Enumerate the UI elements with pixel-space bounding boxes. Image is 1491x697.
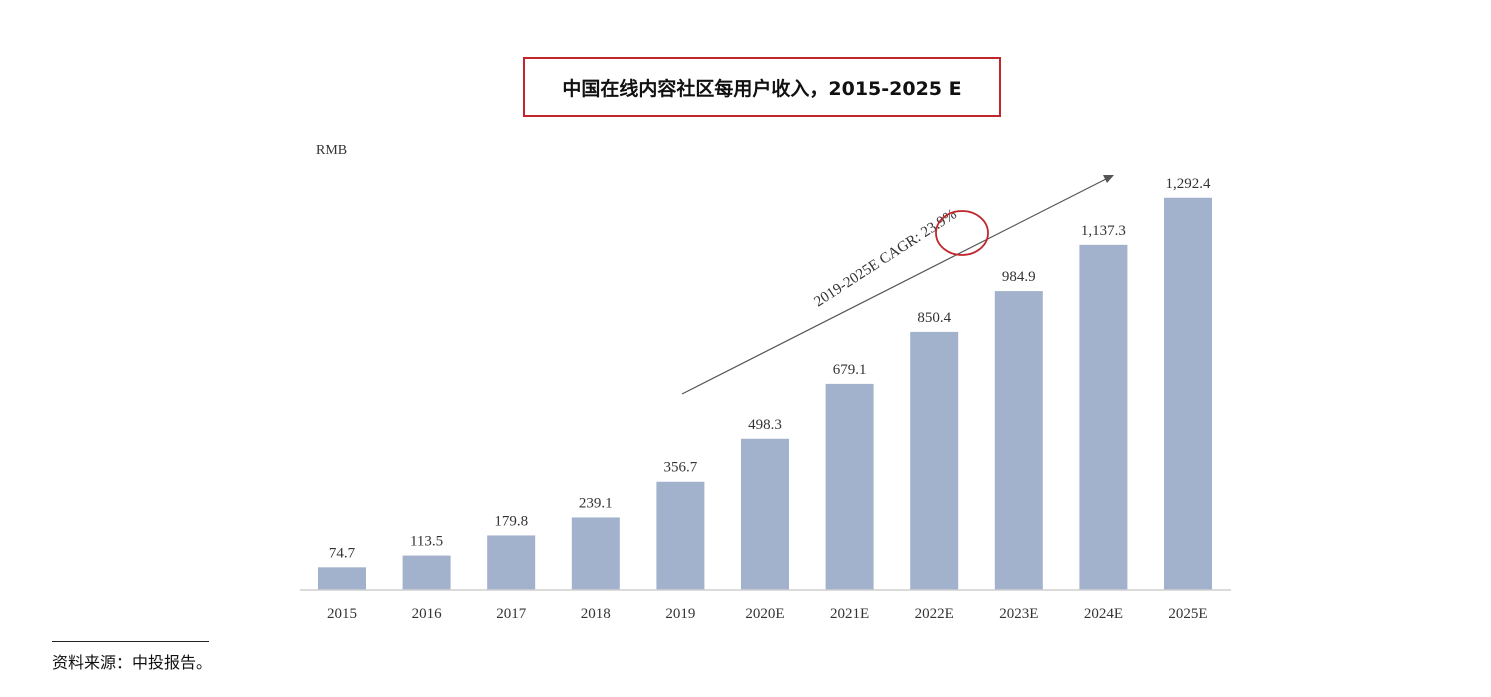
bar-2025E xyxy=(1164,197,1212,591)
tick-label-2019: 2019 xyxy=(665,606,695,622)
tick-label-2020E: 2020E xyxy=(745,606,784,622)
bar-2020E xyxy=(741,438,789,590)
cagr-highlight-circle xyxy=(935,210,989,256)
tick-label-2023E: 2023E xyxy=(999,606,1038,622)
bar-2021E xyxy=(825,383,874,590)
value-label-2025E: 1,292.4 xyxy=(1166,176,1212,192)
value-label-2019: 356.7 xyxy=(664,460,698,476)
bar-2023E xyxy=(994,291,1043,590)
tick-label-2022E: 2022E xyxy=(915,606,954,622)
tick-label-2018: 2018 xyxy=(581,606,611,622)
cagr-arrow-line xyxy=(681,178,1107,395)
value-label-2015: 74.7 xyxy=(329,545,356,561)
value-label-2022E: 850.4 xyxy=(917,310,951,326)
unit-label: RMB xyxy=(316,143,348,158)
tick-labels-group: 2015 2016 2017 2018 2019 2020E 2021E 2022E 2023E… xyxy=(327,606,1208,622)
tick-label-2024E: 2024E xyxy=(1084,606,1123,622)
bar-2017 xyxy=(487,535,536,590)
footnote-rule xyxy=(52,641,209,642)
bar-2022E xyxy=(910,331,959,590)
tick-label-2015: 2015 xyxy=(327,606,357,622)
value-label-2023E: 984.9 xyxy=(1002,269,1036,285)
bar-2024E xyxy=(1079,244,1128,590)
tick-label-2021E: 2021E xyxy=(830,606,869,622)
chart-title-box: 中国在线内容社区每用户收入，2015-2025 E xyxy=(523,57,1001,117)
tick-label-2017: 2017 xyxy=(496,606,527,622)
bars-group xyxy=(318,197,1212,591)
bar-2015 xyxy=(318,567,366,590)
bar-2018 xyxy=(571,517,620,590)
value-labels-group: 74.7 113.5 179.8 239.1 356.7 498.3 679.1 850.4 9… xyxy=(329,176,1211,562)
cagr-annotation: 2019-2025E CAGR: 23.9% xyxy=(681,175,1114,395)
tick-label-2016: 2016 xyxy=(412,606,443,622)
value-label-2021E: 679.1 xyxy=(833,362,867,378)
value-label-2017: 179.8 xyxy=(494,513,528,529)
chart-title: 中国在线内容社区每用户收入，2015-2025 E xyxy=(562,77,962,100)
bar-2019 xyxy=(656,481,705,590)
bar-2016 xyxy=(402,555,451,590)
value-label-2024E: 1,137.3 xyxy=(1081,223,1126,239)
value-label-2018: 239.1 xyxy=(579,495,613,511)
tick-label-2025E: 2025E xyxy=(1168,606,1207,622)
cagr-arrowhead xyxy=(1103,175,1114,183)
value-label-2020E: 498.3 xyxy=(748,417,782,433)
value-label-2016: 113.5 xyxy=(410,534,443,550)
cagr-label: 2019-2025E CAGR: 23.9% xyxy=(811,206,959,310)
source-note: 资料来源：中投报告。 xyxy=(52,653,213,672)
